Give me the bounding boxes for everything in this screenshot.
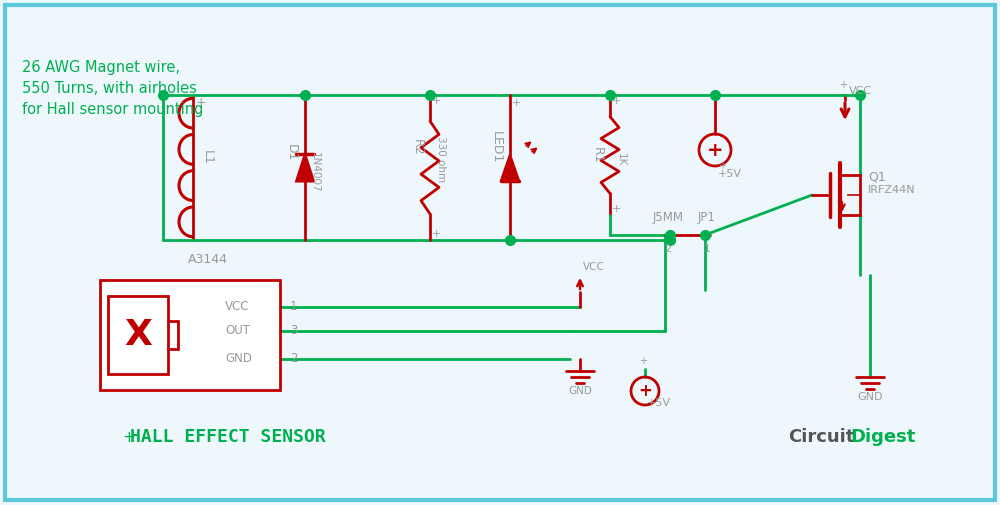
Text: R2: R2: [411, 139, 424, 156]
Text: 1N4007: 1N4007: [310, 152, 320, 193]
Text: OUT: OUT: [225, 325, 250, 337]
Text: +: +: [707, 140, 723, 160]
Text: VCC: VCC: [225, 300, 250, 314]
Text: 2: 2: [664, 244, 672, 254]
Text: 1: 1: [290, 300, 298, 314]
Text: HALL EFFECT SENSOR: HALL EFFECT SENSOR: [130, 428, 326, 446]
Text: 330 ohm: 330 ohm: [436, 136, 446, 183]
Text: GND: GND: [225, 352, 252, 366]
Text: LED1: LED1: [490, 131, 503, 164]
Text: +: +: [639, 356, 647, 366]
Polygon shape: [296, 154, 314, 181]
Text: +: +: [511, 98, 521, 108]
FancyBboxPatch shape: [5, 5, 995, 500]
Text: J5MM: J5MM: [652, 211, 684, 224]
Text: +: +: [431, 229, 441, 239]
Text: X: X: [124, 318, 152, 352]
Text: L1: L1: [200, 150, 214, 165]
Text: VCC: VCC: [849, 86, 872, 96]
Text: +: +: [718, 161, 726, 171]
Text: D1: D1: [285, 144, 298, 161]
Text: +5V: +5V: [647, 398, 671, 408]
FancyBboxPatch shape: [108, 296, 168, 374]
Text: 3: 3: [290, 325, 297, 337]
Text: +: +: [431, 96, 441, 106]
Text: VCC: VCC: [583, 262, 605, 272]
Text: 26 AWG Magnet wire,
550 Turns, with airholes
for Hall sensor mounting: 26 AWG Magnet wire, 550 Turns, with airh…: [22, 60, 203, 117]
Text: Digest: Digest: [850, 428, 915, 446]
Text: 1: 1: [704, 244, 710, 254]
Text: +: +: [611, 204, 621, 214]
Text: +: +: [611, 96, 621, 106]
Text: 2: 2: [290, 352, 298, 366]
FancyBboxPatch shape: [100, 280, 280, 390]
Text: Q1: Q1: [868, 171, 886, 183]
Text: IRFZ44N: IRFZ44N: [868, 185, 916, 195]
Polygon shape: [501, 155, 519, 180]
Text: +: +: [196, 96, 206, 110]
Text: +: +: [122, 429, 135, 444]
Text: R1: R1: [590, 146, 604, 163]
Text: A3144: A3144: [188, 253, 228, 266]
Text: +5V: +5V: [718, 169, 742, 179]
Text: Circuit: Circuit: [788, 428, 854, 446]
Text: JP1: JP1: [698, 211, 716, 224]
Text: GND: GND: [857, 392, 883, 402]
Text: +: +: [839, 80, 847, 90]
Text: 1K: 1K: [616, 154, 626, 167]
Text: +: +: [638, 382, 652, 400]
Text: GND: GND: [568, 386, 592, 396]
